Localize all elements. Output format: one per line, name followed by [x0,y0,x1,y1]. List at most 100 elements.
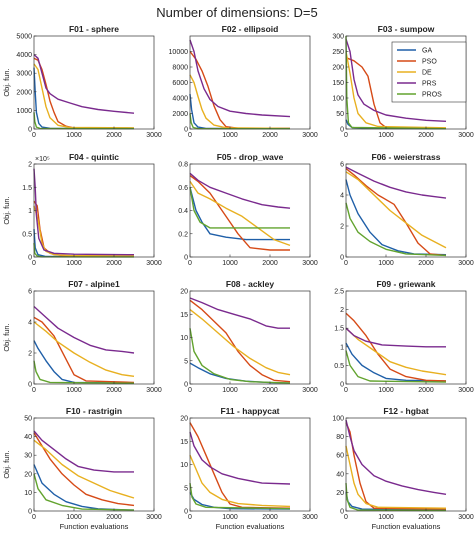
chart-panel: F08 - ackley 0 1000 2000 3000 0 5 10 15 20 [180,279,318,394]
y-tick-label: 40 [336,471,344,478]
x-tick-label: 0 [188,514,192,521]
y-tick-label: 5000 [16,34,32,41]
y-tick-label: 1.5 [22,185,32,192]
y-tick-label: 10 [24,490,32,497]
y-tick-label: 150 [332,80,344,87]
chart-title: F10 - rastrigin [66,406,122,416]
y-tick-label: 4000 [16,52,32,59]
chart-panel: F05 - drop_wave 0 1000 2000 3000 0 0.2 0.4 0.6 0.… [178,152,318,267]
x-tick-label: 2000 [418,387,434,394]
x-tick-label: 3000 [146,260,162,267]
x-tick-label: 1000 [378,132,394,139]
x-tick-label: 0 [344,387,348,394]
axes-frame [33,163,155,258]
series-line-pros [189,483,291,510]
x-tick-label: 0 [344,132,348,139]
x-tick-label: 1000 [378,514,394,521]
axes-frame [345,290,467,385]
figure-title: Number of dimensions: D=5 [156,5,318,20]
series-line-pso [189,175,290,251]
series-line-pso [345,422,447,510]
series-line-ga [345,179,447,256]
y-tick-label: 4 [340,193,344,200]
y-tick-label: 50 [24,416,32,423]
series-line-pso [189,299,291,383]
legend-label-prs: PRS [422,81,437,88]
y-tick-label: 300 [332,34,344,41]
chart-title: F04 - quintic [69,152,119,162]
series-line-ga [189,187,290,241]
y-tick-label: 0.5 [334,363,344,370]
x-tick-label: 1000 [378,387,394,394]
legend-label-pso: PSO [422,59,437,66]
y-tick-label: 0 [184,382,188,389]
y-tick-label: 0.8 [178,162,188,169]
x-tick-label: 2000 [262,514,278,521]
x-tick-label: 3000 [302,387,318,394]
y-tick-label: 1.5 [334,326,344,333]
x-tick-label: 1000 [66,132,82,139]
x-tick-label: 0 [188,260,192,267]
x-tick-label: 0 [32,387,36,394]
y-axis-label: Obj. fun. [2,323,11,351]
y-axis-label: Obj. fun. [2,450,11,478]
series-line-de [189,74,291,130]
y-tick-label: 0 [340,509,344,516]
y-tick-label: 4000 [172,96,188,103]
series-line-de [33,321,135,377]
x-axis-label: Function evaluations [372,522,441,531]
x-axis-label: Function evaluations [60,522,129,531]
chart-panel: F07 - alpine1 0 1000 2000 3000 0 2 4 6 Obj. fun. [2,279,162,394]
series-line-de [189,181,291,247]
y-axis-label: Obj. fun. [2,68,11,96]
axes-frame [189,35,311,130]
x-tick-label: 2000 [106,514,122,521]
y-tick-label: 0.2 [178,231,188,238]
x-axis-label: Function evaluations [216,522,285,531]
x-tick-label: 3000 [302,132,318,139]
x-tick-label: 2000 [106,132,122,139]
series-line-prs [189,172,291,209]
series-line-de [33,439,135,499]
series-line-pros [189,113,291,130]
x-tick-label: 2000 [106,387,122,394]
chart-title: F02 - ellipsoid [222,24,279,34]
legend-label-de: DE [422,70,432,77]
series-line-ga [189,94,291,130]
x-tick-label: 1000 [378,260,394,267]
series-line-prs [33,168,135,256]
y-tick-label: 250 [332,49,344,56]
series-line-prs [345,327,446,348]
x-tick-label: 0 [32,260,36,267]
series-line-de [345,445,447,509]
series-line-pros [345,35,447,130]
y-tick-label: 0.4 [178,208,188,215]
y-tick-label: 2 [340,224,344,231]
series-line-pros [345,202,447,257]
y-tick-label: 0 [340,255,344,262]
x-tick-label: 3000 [458,514,474,521]
series-line-pros [33,112,135,130]
y-tick-label: 3000 [16,71,32,78]
chart-title: F08 - ackley [226,279,274,289]
y-tick-label: 2.5 [334,289,344,296]
axes-frame [189,163,311,258]
y-tick-label: 5 [184,358,188,365]
y-tick-label: 2 [28,162,32,169]
x-tick-label: 0 [32,514,36,521]
axes-frame [33,417,155,512]
x-tick-label: 0 [344,514,348,521]
y-tick-label: 2000 [172,111,188,118]
y-tick-label: 5 [184,485,188,492]
y-tick-label: 0 [28,382,32,389]
series-line-prs [33,430,134,473]
y-tick-label: 2 [340,307,344,314]
axes-frame [345,163,467,258]
x-tick-label: 2000 [418,260,434,267]
y-tick-label: 0 [340,127,344,134]
y-tick-label: 20 [180,289,188,296]
x-tick-label: 1000 [222,260,238,267]
chart-panel: F06 - weierstrass 0 1000 2000 3000 0 2 4 6 [340,152,474,267]
chart-title: F11 - happycat [220,406,279,416]
